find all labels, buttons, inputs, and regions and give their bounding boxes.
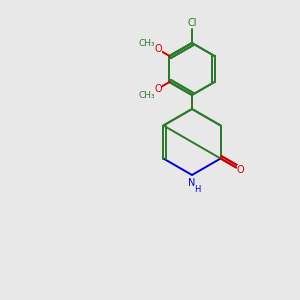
- Text: CH₃: CH₃: [139, 38, 155, 47]
- Text: H: H: [194, 184, 200, 194]
- Text: O: O: [237, 165, 244, 175]
- Text: O: O: [237, 165, 244, 175]
- Text: N: N: [188, 178, 196, 188]
- Text: O: O: [154, 83, 162, 94]
- Text: CH₃: CH₃: [139, 91, 155, 100]
- Text: O: O: [154, 44, 162, 55]
- Text: Cl: Cl: [187, 18, 197, 28]
